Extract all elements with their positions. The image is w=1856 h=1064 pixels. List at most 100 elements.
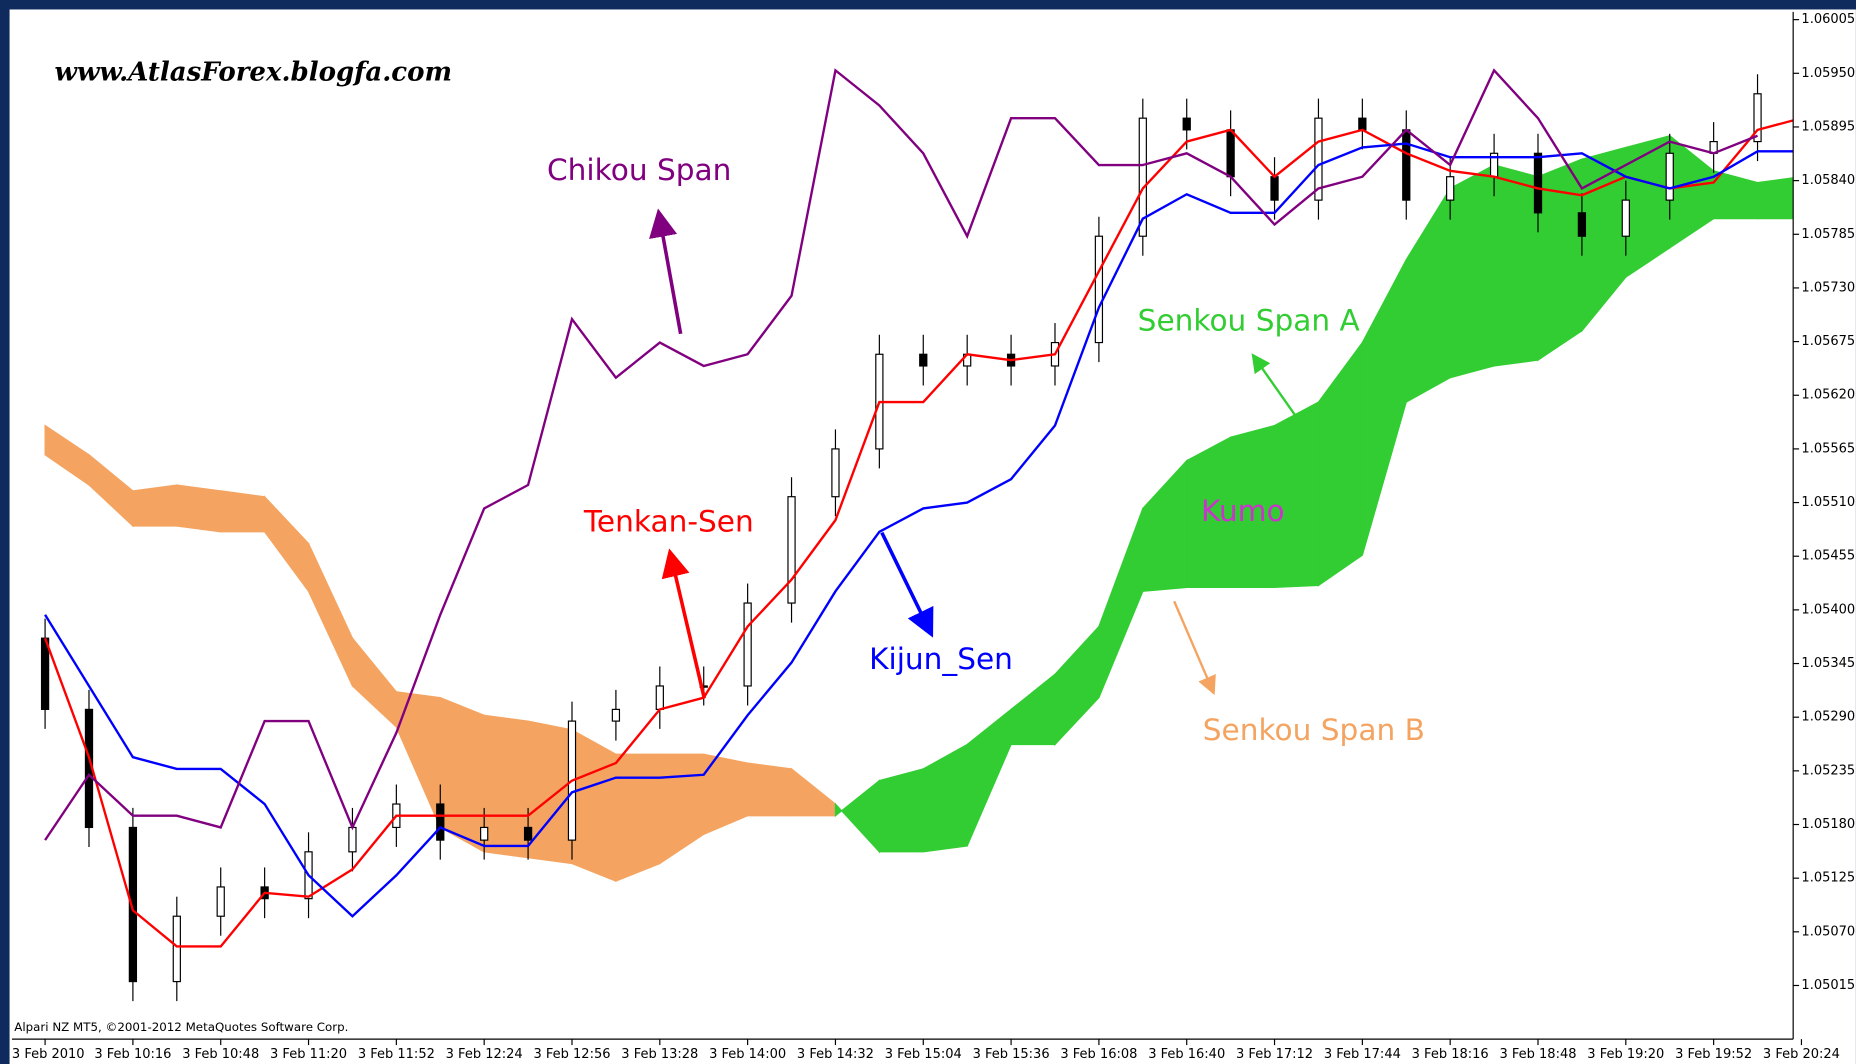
- candle-body: [1182, 117, 1191, 131]
- candle-body: [1094, 235, 1104, 344]
- x-tick-label: 3 Feb 12:56: [533, 1047, 610, 1062]
- x-tick-label: 3 Feb 13:28: [621, 1047, 698, 1062]
- candle-body: [1753, 93, 1762, 143]
- candle-body: [40, 637, 50, 710]
- kumo-segment: [571, 728, 617, 882]
- candle-body: [216, 886, 225, 917]
- kumo-segment: [615, 753, 661, 882]
- candle-body: [611, 708, 621, 722]
- x-tick-label: 3 Feb 20:24: [1763, 1047, 1840, 1062]
- indicator-line: [44, 68, 1758, 841]
- candle-body: [1533, 152, 1543, 214]
- y-tick-label: 1.05510: [1801, 495, 1855, 510]
- kumo-segment: [1493, 164, 1539, 367]
- candle-body: [128, 826, 138, 983]
- candle-body: [1138, 117, 1147, 237]
- y-tick-label: 1.05620: [1801, 388, 1855, 403]
- copyright: Alpari NZ MT5, ©2001-2012 MetaQuotes Sof…: [14, 1020, 348, 1034]
- y-tick-label: 1.05290: [1801, 710, 1855, 725]
- candle-body: [523, 826, 533, 841]
- x-tick-label: 3 Feb 17:12: [1236, 1047, 1313, 1062]
- y-tick-label: 1.05400: [1801, 602, 1855, 617]
- candle-body: [1270, 176, 1279, 201]
- watermark: www.AtlasForex.blogfa.com: [55, 57, 452, 87]
- y-tick-label: 1.05070: [1801, 924, 1855, 939]
- kumo-segment: [176, 484, 222, 533]
- kumo-segment: [747, 762, 793, 817]
- x-tick-label: 3 Feb 11:20: [270, 1047, 347, 1062]
- x-tick-label: 3 Feb 19:20: [1587, 1047, 1664, 1062]
- x-tick-label: 3 Feb 16:08: [1060, 1047, 1137, 1062]
- candle-body: [348, 826, 357, 853]
- annotation-arrows: [649, 208, 1298, 699]
- y-tick-label: 1.05730: [1801, 280, 1855, 295]
- x-tick-label: 3 Feb 10:16: [94, 1047, 171, 1062]
- x-tick-label: 3 Feb 2010: [12, 1047, 85, 1062]
- y-tick-label: 1.05235: [1801, 763, 1855, 778]
- y-tick-label: 1.05455: [1801, 549, 1855, 564]
- y-tick-label: 1.05180: [1801, 817, 1855, 832]
- y-tick-label: 1.05565: [1801, 441, 1855, 456]
- x-tick-label: 3 Feb 11:52: [358, 1047, 435, 1062]
- annotation: Senkou Span A: [1138, 303, 1360, 337]
- kumo-segment: [220, 490, 266, 533]
- annotation: Senkou Span B: [1203, 713, 1425, 747]
- kumo-segment: [527, 720, 573, 865]
- annotation: Tenkan-Sen: [583, 505, 754, 539]
- x-tick-label: 3 Feb 10:48: [182, 1047, 259, 1062]
- arrow: [1251, 353, 1298, 418]
- x-tick-label: 3 Feb 16:40: [1148, 1047, 1225, 1062]
- candle-body: [1402, 129, 1411, 201]
- kumo-segment: [1449, 164, 1495, 379]
- candle-body: [172, 915, 181, 983]
- arrow: [661, 548, 707, 699]
- y-tick-label: 1.05345: [1801, 656, 1855, 671]
- candle-body: [436, 803, 445, 841]
- candle-body: [1314, 117, 1323, 201]
- candle-body: [480, 826, 489, 841]
- x-tick-label: 3 Feb 19:52: [1675, 1047, 1752, 1062]
- y-tick-label: 1.05895: [1801, 119, 1855, 134]
- arrow: [880, 531, 934, 638]
- x-tick-label: 3 Feb 18:16: [1412, 1047, 1489, 1062]
- candle-body: [787, 496, 796, 604]
- annotation: Kumo: [1201, 494, 1285, 528]
- kumo-segment: [1756, 177, 1794, 220]
- plot-area: [40, 68, 1794, 1002]
- x-tick-label: 3 Feb 15:36: [973, 1047, 1050, 1062]
- annotation: Kijun_Sen: [869, 642, 1013, 676]
- candle-body: [1577, 212, 1587, 237]
- candle-body: [919, 353, 928, 367]
- indicator-line: [44, 142, 1794, 918]
- x-tick-label: 3 Feb 14:32: [797, 1047, 874, 1062]
- x-tick-label: 3 Feb 17:44: [1324, 1047, 1401, 1062]
- y-tick-label: 1.05785: [1801, 227, 1855, 242]
- arrow: [1173, 600, 1216, 696]
- kumo-segment: [483, 714, 529, 859]
- x-tick-label: 3 Feb 15:04: [885, 1047, 962, 1062]
- kumo-segment: [439, 696, 485, 853]
- x-tick-label: 3 Feb 14:00: [709, 1047, 786, 1062]
- y-tick-label: 1.05950: [1801, 66, 1855, 81]
- candle-body: [655, 685, 664, 710]
- candle-body: [743, 602, 752, 687]
- candle-body: [831, 448, 840, 498]
- kumo-segment: [878, 768, 924, 853]
- candle-body: [1446, 176, 1455, 201]
- candle-body: [1358, 117, 1367, 131]
- candle-body: [1621, 199, 1630, 237]
- arrow: [649, 208, 683, 335]
- y-tick-label: 1.06005: [1801, 12, 1855, 27]
- y-tick-label: 1.05125: [1801, 871, 1855, 886]
- candle-body: [1226, 129, 1235, 178]
- x-tick-label: 3 Feb 18:48: [1499, 1047, 1576, 1062]
- x-tick-label: 3 Feb 12:24: [446, 1047, 523, 1062]
- annotation: Chikou Span: [547, 153, 731, 187]
- kumo-segment: [132, 484, 178, 527]
- indicator-line: [43, 119, 1794, 948]
- y-tick-label: 1.05840: [1801, 173, 1855, 188]
- candle-body: [1665, 152, 1674, 201]
- y-tick-label: 1.05015: [1801, 978, 1855, 993]
